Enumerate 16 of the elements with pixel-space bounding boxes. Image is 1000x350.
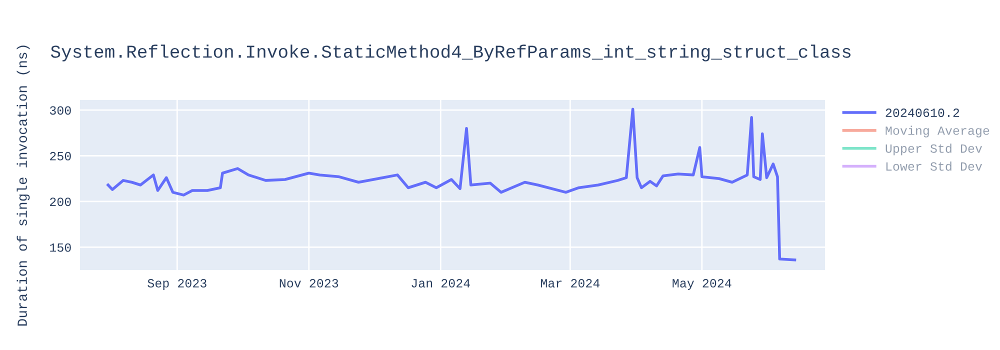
y-tick-label: 300 xyxy=(50,106,71,115)
legend-label: Lower Std Dev xyxy=(886,162,982,171)
y-tick-label: 150 xyxy=(50,243,71,252)
legend-label: 20240610.2 xyxy=(886,108,960,118)
x-tick-label: Sep 2023 xyxy=(148,279,206,290)
y-tick-label: 250 xyxy=(50,152,71,160)
chart-title: System.Reflection.Invoke.StaticMethod4_ByRefParams_int_string_struct_class xyxy=(50,44,851,62)
x-tick-label: Mar 2024 xyxy=(540,279,600,288)
x-tick-label: May 2024 xyxy=(672,279,732,290)
line-series xyxy=(106,108,796,262)
legend-label: Moving Average xyxy=(886,126,990,138)
x-tick-label: Jan 2024 xyxy=(412,279,470,288)
legend-label: Upper Std Dev xyxy=(886,144,982,156)
x-tick-label: Nov 2023 xyxy=(280,279,338,288)
y-axis-title: Duration of single invocation (ns) xyxy=(16,46,30,326)
y-tick-label: 200 xyxy=(50,198,71,206)
